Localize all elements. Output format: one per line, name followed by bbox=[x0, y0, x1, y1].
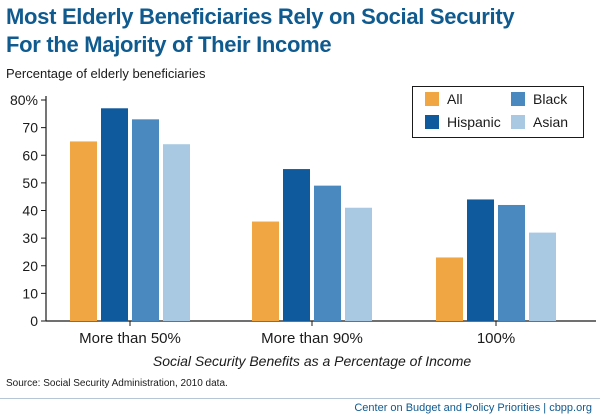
chart-title-line-1: Most Elderly Beneficiaries Rely on Socia… bbox=[6, 4, 515, 29]
y-tick-label: 80% bbox=[10, 92, 38, 108]
bar bbox=[467, 199, 494, 321]
legend-swatch bbox=[425, 92, 439, 106]
legend-swatch bbox=[511, 115, 525, 129]
credit-link[interactable]: Center on Budget and Policy Priorities |… bbox=[354, 402, 592, 414]
y-axis-label: Percentage of elderly beneficiaries bbox=[6, 66, 206, 81]
y-tick-label: 10 bbox=[22, 285, 38, 301]
y-tick-label: 50 bbox=[22, 175, 38, 191]
chart-legend: All Hispanic Black Asian bbox=[412, 86, 584, 138]
legend-label: Black bbox=[533, 91, 568, 107]
x-tick-label: 100% bbox=[477, 330, 515, 347]
legend-item: Hispanic bbox=[425, 114, 501, 130]
bar bbox=[529, 232, 556, 321]
legend-label: Hispanic bbox=[447, 114, 501, 130]
bar bbox=[283, 169, 310, 321]
legend-item: Black bbox=[511, 91, 567, 107]
y-tick-label: 0 bbox=[30, 313, 38, 329]
legend-swatch bbox=[511, 92, 525, 106]
bar bbox=[498, 204, 525, 321]
bar bbox=[163, 144, 190, 321]
legend-item: Asian bbox=[511, 114, 568, 130]
source-note: Source: Social Security Administration, … bbox=[6, 378, 228, 389]
y-tick-label: 60 bbox=[22, 147, 38, 163]
legend-item: All bbox=[425, 91, 463, 107]
bar bbox=[314, 185, 341, 321]
bar bbox=[70, 141, 97, 321]
y-tick-label: 20 bbox=[22, 258, 38, 274]
footer-divider bbox=[0, 398, 600, 399]
bar bbox=[436, 257, 463, 321]
bar bbox=[132, 119, 159, 322]
legend-label: All bbox=[447, 91, 463, 107]
x-tick-label: More than 50% bbox=[79, 330, 181, 347]
bar bbox=[101, 108, 128, 321]
legend-swatch bbox=[425, 115, 439, 129]
legend-label: Asian bbox=[533, 114, 569, 130]
bar bbox=[345, 207, 372, 321]
y-tick-label: 30 bbox=[22, 230, 38, 246]
chart-title-line-2: For the Majority of Their Income bbox=[6, 32, 332, 57]
x-tick-label: More than 90% bbox=[261, 330, 363, 347]
y-tick-label: 40 bbox=[22, 203, 38, 219]
y-tick-label: 70 bbox=[22, 120, 38, 136]
x-axis-label: Social Security Benefits as a Percentage… bbox=[153, 353, 471, 369]
bar bbox=[252, 221, 279, 321]
